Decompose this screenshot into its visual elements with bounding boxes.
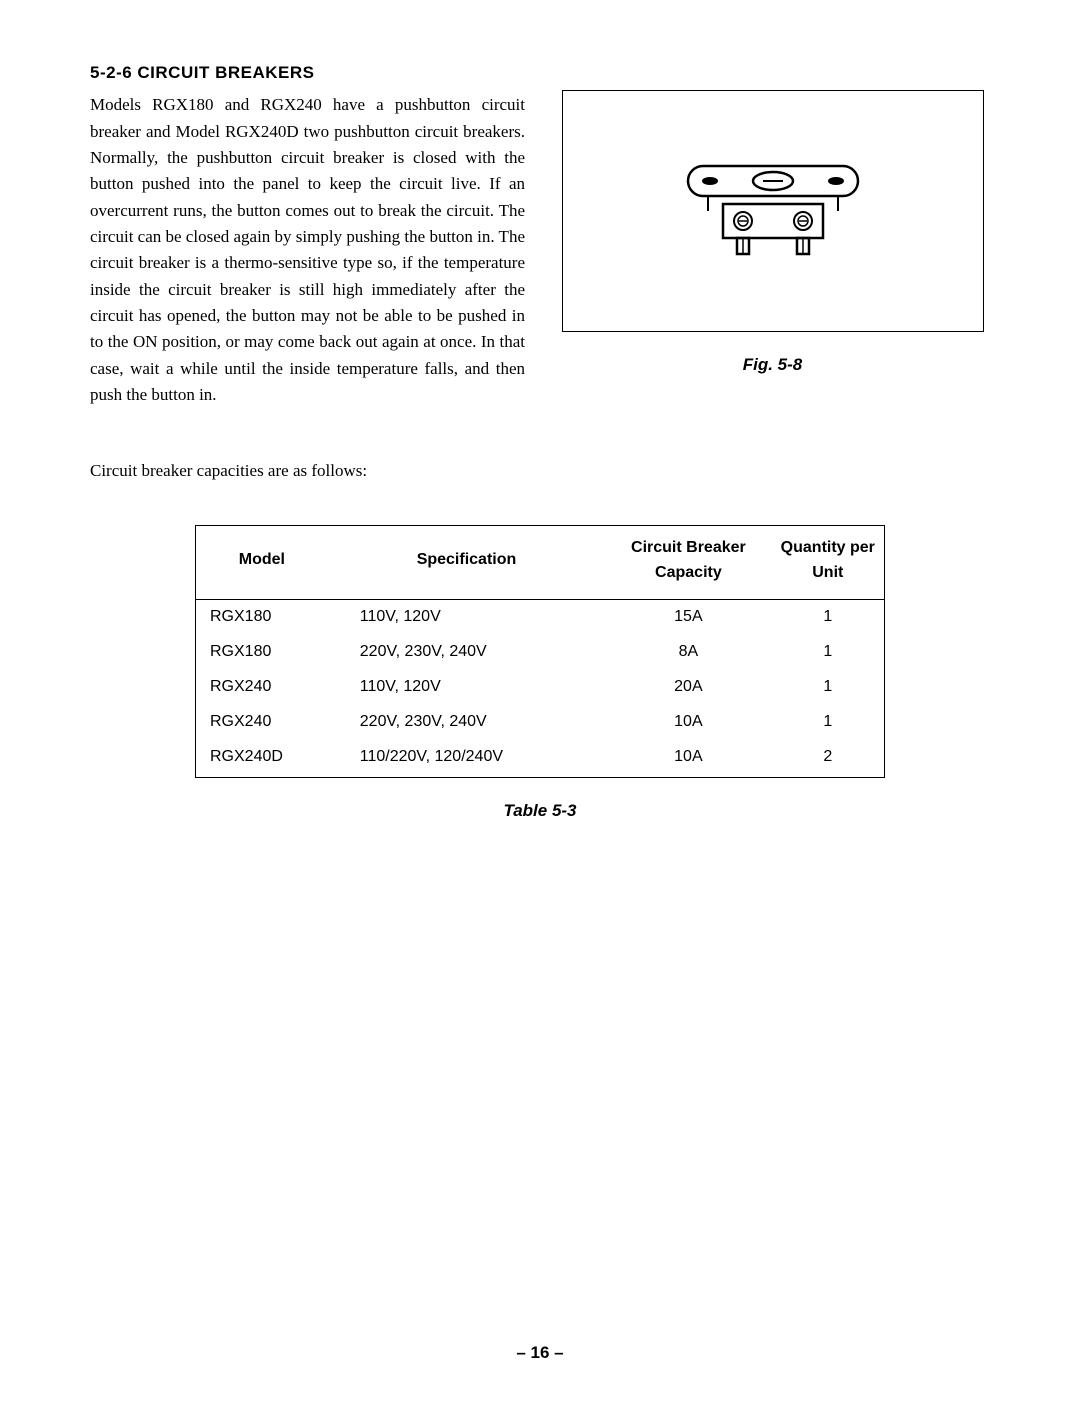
cell-spec: 110V, 120V (328, 600, 605, 635)
cell-qty: 1 (772, 670, 885, 705)
th-spec: Specification (328, 525, 605, 600)
cell-model: RGX240D (196, 740, 328, 778)
table-row: RGX240D 110/220V, 120/240V 10A 2 (196, 740, 885, 778)
table-caption: Table 5-3 (195, 798, 885, 824)
left-column: 5-2-6 CIRCUIT BREAKERS Models RGX180 and… (90, 60, 525, 408)
cell-model: RGX180 (196, 635, 328, 670)
page-number: – 16 – (0, 1340, 1080, 1366)
figure-box (562, 90, 984, 332)
body-paragraph: Models RGX180 and RGX240 have a pushbutt… (90, 92, 525, 408)
cell-capacity: 8A (605, 635, 771, 670)
top-section: 5-2-6 CIRCUIT BREAKERS Models RGX180 and… (90, 60, 990, 408)
table-row: RGX240 110V, 120V 20A 1 (196, 670, 885, 705)
cell-qty: 1 (772, 635, 885, 670)
figure-caption: Fig. 5-8 (743, 352, 803, 378)
th-capacity: Circuit Breaker Capacity (605, 525, 771, 600)
cell-capacity: 10A (605, 740, 771, 778)
th-qty: Quantity per Unit (772, 525, 885, 600)
cell-qty: 1 (772, 705, 885, 740)
cell-spec: 110V, 120V (328, 670, 605, 705)
table-row: RGX240 220V, 230V, 240V 10A 1 (196, 705, 885, 740)
table-wrap: Model Specification Circuit Breaker Capa… (195, 525, 885, 825)
cell-spec: 220V, 230V, 240V (328, 705, 605, 740)
th-model: Model (196, 525, 328, 600)
right-column: Fig. 5-8 (555, 60, 990, 408)
section-heading: 5-2-6 CIRCUIT BREAKERS (90, 60, 525, 86)
table-row: RGX180 110V, 120V 15A 1 (196, 600, 885, 635)
cell-qty: 1 (772, 600, 885, 635)
cell-capacity: 15A (605, 600, 771, 635)
cell-model: RGX240 (196, 705, 328, 740)
cell-spec: 220V, 230V, 240V (328, 635, 605, 670)
cell-model: RGX180 (196, 600, 328, 635)
cell-qty: 2 (772, 740, 885, 778)
table-row: RGX180 220V, 230V, 240V 8A 1 (196, 635, 885, 670)
cell-model: RGX240 (196, 670, 328, 705)
table-header-row: Model Specification Circuit Breaker Capa… (196, 525, 885, 600)
cell-spec: 110/220V, 120/240V (328, 740, 605, 778)
capacities-intro: Circuit breaker capacities are as follow… (90, 458, 990, 484)
cell-capacity: 10A (605, 705, 771, 740)
cell-capacity: 20A (605, 670, 771, 705)
breaker-table: Model Specification Circuit Breaker Capa… (195, 525, 885, 779)
breaker-diagram-icon (668, 156, 878, 266)
